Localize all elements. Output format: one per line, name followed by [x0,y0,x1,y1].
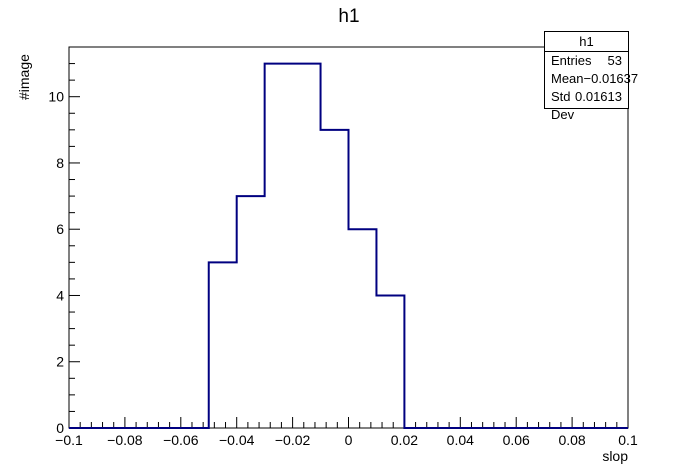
stats-row-stddev: Std Dev 0.01613 [545,88,628,122]
stats-label: Entries [551,53,592,68]
histogram-bin [349,229,377,428]
x-tick-label: −0.04 [219,432,255,448]
y-tick-label: 8 [56,155,64,171]
x-tick-label: 0.06 [503,432,530,448]
x-axis-label: slop [602,448,628,464]
stats-row-entries: Entries 53 [545,52,628,70]
stats-value: −0.01637 [583,71,639,86]
y-tick-label: 4 [56,287,64,303]
stats-label: Std Dev [551,89,575,122]
x-tick-label: −0.06 [163,432,199,448]
x-tick-label: −0.02 [275,432,311,448]
stats-value: 0.01613 [575,89,622,104]
chart-title: h1 [338,6,360,27]
histogram-line [69,62,628,429]
histogram-bin [321,130,349,428]
y-tick-label: 0 [56,420,64,436]
x-tick-label: 0 [345,432,353,448]
histogram-bin [265,64,293,428]
x-tick-label: 0.08 [558,432,585,448]
histogram-bin [376,295,404,428]
y-axis-label: #image [16,54,32,100]
histogram-bin [209,262,237,428]
x-tick-label: −0.1 [55,432,83,448]
x-tick-label: 0.02 [391,432,418,448]
stats-row-mean: Mean −0.01637 [545,70,638,88]
x-tick-label: −0.08 [107,432,143,448]
y-tick-label: 10 [48,89,64,105]
histogram-bin [293,64,321,428]
x-tick-label: 0.1 [618,432,638,448]
stats-box: h1 Entries 53 Mean −0.01637 Std Dev 0.01… [544,31,638,122]
stats-label: Mean [551,71,584,86]
y-tick-label: 6 [56,221,64,237]
y-tick-label: 2 [56,354,64,370]
histogram-bin [237,196,265,428]
stats-value: 53 [607,53,622,68]
x-tick-label: 0.04 [447,432,474,448]
stats-title: h1 [545,32,628,52]
